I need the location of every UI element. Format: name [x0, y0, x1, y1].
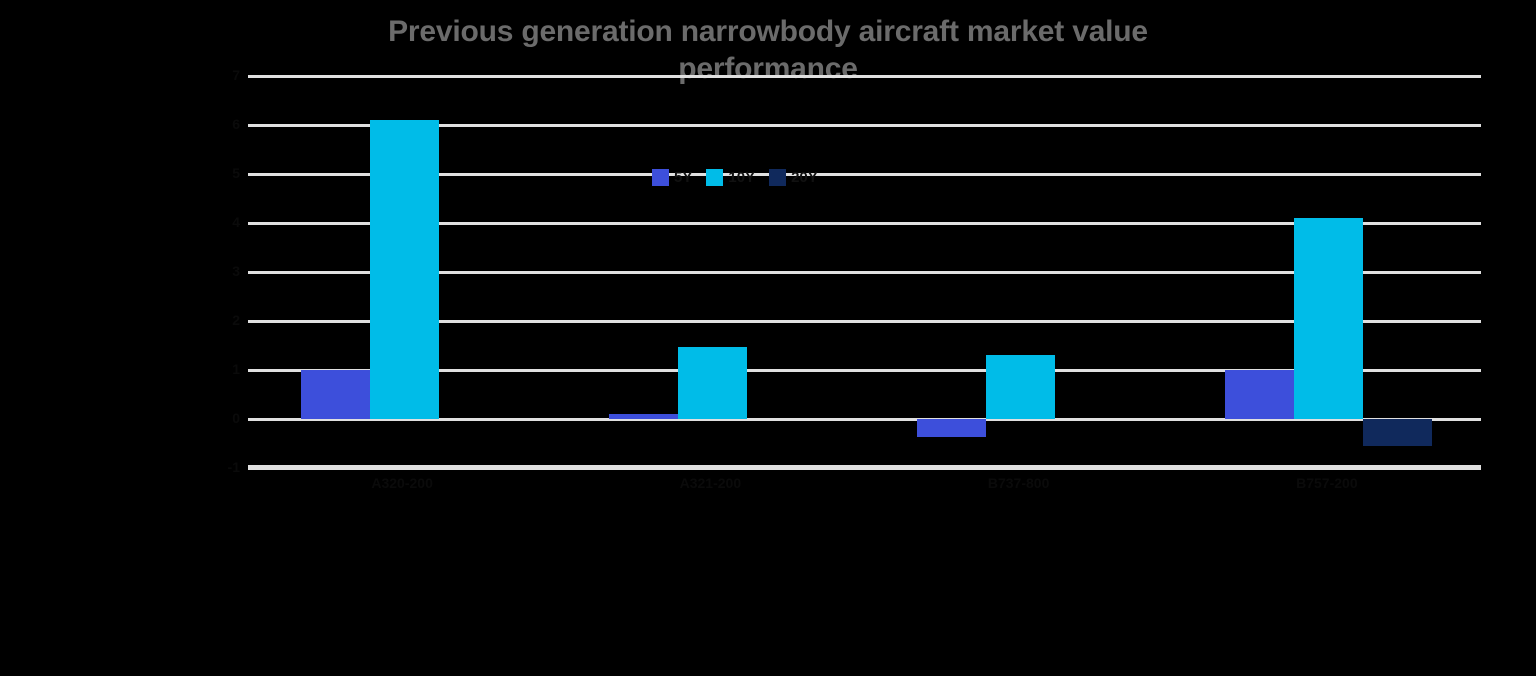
legend-label-5y: 5Y — [674, 168, 693, 186]
gridline — [248, 222, 1481, 225]
y-axis-tick-label: 0 — [232, 410, 240, 426]
gridline — [248, 173, 1481, 176]
bar-5y-A321-200[interactable] — [608, 414, 678, 419]
legend-item-20y[interactable]: 20Y — [769, 168, 832, 186]
legend-swatch-20y — [769, 168, 787, 186]
legend-label-10y: 10Y — [728, 168, 756, 186]
bar-5y-B737-800[interactable] — [917, 419, 987, 438]
chart-title: Previous generation narrowbody aircraft … — [388, 15, 1148, 85]
bar-10y-A320-200[interactable] — [369, 120, 439, 419]
legend-item-5y[interactable]: 5Y — [652, 168, 706, 186]
gridline — [248, 75, 1481, 78]
gridline — [248, 271, 1481, 274]
gridline — [248, 467, 1481, 470]
bar-20y-B757-200[interactable] — [1363, 419, 1433, 446]
legend-label-20y: 20Y — [791, 168, 818, 186]
x-axis-category-label: B757-200 — [1296, 475, 1358, 491]
zero-line — [248, 418, 1481, 421]
y-axis-tick-label: 2 — [232, 312, 240, 328]
legend-swatch-10y — [706, 168, 724, 186]
bar-10y-A321-200[interactable] — [677, 346, 747, 419]
y-axis-tick-label: 1 — [232, 361, 240, 377]
legend-item-10y[interactable]: 10Y — [706, 168, 769, 186]
legend-swatch-5y — [652, 168, 669, 186]
plot-area: 7 6 5 4 3 2 1 0 -1 A320-200 A321-200 B737-800 B757-2… — [228, 60, 1481, 491]
x-axis-category-label: B737-800 — [987, 475, 1050, 491]
chart-legend: 5Y 10Y 20Y — [652, 168, 832, 186]
y-axis-tick-label: 7 — [232, 67, 240, 83]
x-axis-category-label: A321-200 — [679, 475, 742, 491]
bar-10y-B737-800[interactable] — [986, 355, 1056, 419]
y-axis-tick-label: 4 — [232, 214, 240, 230]
bar-5y-A320-200[interactable] — [300, 370, 370, 419]
y-axis-tick-label: 3 — [232, 263, 240, 279]
x-axis-category-label: A320-200 — [371, 475, 433, 491]
bar-10y-B757-200[interactable] — [1294, 218, 1364, 419]
y-axis-tick-label: -1 — [227, 459, 240, 475]
x-axis-line — [248, 465, 1481, 468]
gridline — [248, 320, 1481, 323]
gridline — [248, 124, 1481, 127]
bar-5y-B757-200[interactable] — [1225, 370, 1295, 419]
y-axis-tick-label: 5 — [232, 165, 240, 181]
y-axis-tick-label: 6 — [232, 116, 240, 132]
gridline — [248, 369, 1481, 372]
